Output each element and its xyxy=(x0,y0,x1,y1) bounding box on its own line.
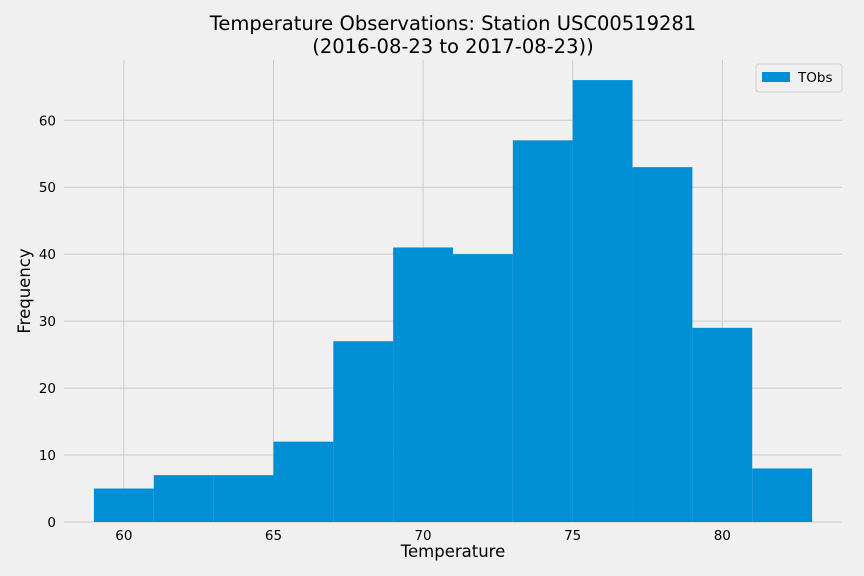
histogram-bar xyxy=(273,441,334,522)
histogram-bar xyxy=(632,167,693,522)
x-axis-label: Temperature xyxy=(400,542,506,561)
y-tick-label: 30 xyxy=(39,314,56,330)
histogram-bar xyxy=(393,247,453,522)
histogram-bar xyxy=(93,488,154,522)
y-tick-label: 10 xyxy=(39,448,56,464)
histogram-bar xyxy=(692,327,753,522)
histogram-bar xyxy=(213,475,274,522)
legend-swatch xyxy=(762,72,790,82)
histogram-bar xyxy=(333,341,394,522)
histogram-bar xyxy=(752,468,813,522)
histogram-bar xyxy=(453,254,513,522)
legend-box xyxy=(755,63,843,93)
y-tick-label: 60 xyxy=(39,113,56,129)
y-axis-label: Frequency xyxy=(15,248,34,333)
y-tick-label: 0 xyxy=(47,515,56,531)
x-tick-label: 70 xyxy=(414,528,431,544)
y-tick-label: 20 xyxy=(39,381,56,397)
legend-label: TObs xyxy=(797,70,832,86)
x-tick-labels: 60 65 70 75 80 xyxy=(115,528,731,544)
chart-title-line-1: Temperature Observations: Station USC005… xyxy=(209,12,696,35)
histogram-bar xyxy=(572,80,633,522)
y-tick-labels: 0 10 20 30 40 50 60 xyxy=(39,113,56,531)
chart-title-line-2: (2016-08-23 to 2017-08-23)) xyxy=(312,35,593,58)
x-tick-label: 75 xyxy=(564,528,581,544)
legend: TObs xyxy=(755,63,843,93)
x-tick-label: 60 xyxy=(115,528,132,544)
x-tick-label: 65 xyxy=(265,528,282,544)
histogram-bars xyxy=(93,80,813,522)
y-tick-label: 50 xyxy=(39,180,56,196)
histogram-bar xyxy=(512,140,573,522)
x-tick-label: 80 xyxy=(714,528,731,544)
histogram-bar xyxy=(153,475,214,522)
y-tick-label: 40 xyxy=(39,247,56,263)
